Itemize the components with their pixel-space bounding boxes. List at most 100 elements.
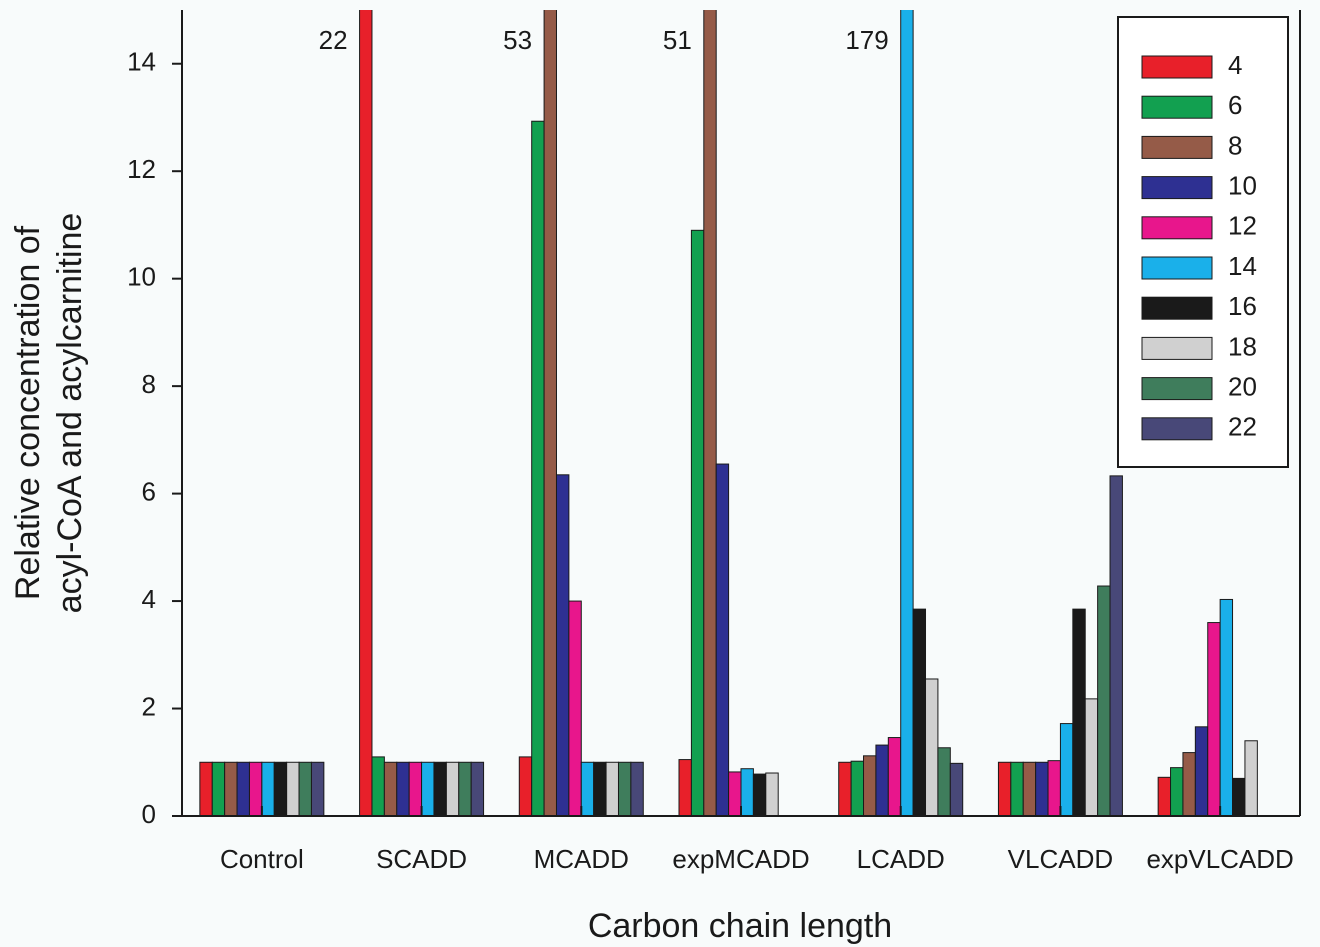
legend-label: 10 — [1228, 170, 1257, 200]
bar — [211, 761, 226, 816]
y-tick-label: 12 — [127, 154, 156, 184]
legend-label: 8 — [1228, 130, 1242, 160]
bar — [875, 744, 889, 816]
y-tick-label: 8 — [142, 369, 156, 399]
bar — [1010, 761, 1024, 816]
bar — [359, 10, 373, 816]
bar — [199, 761, 213, 816]
bar — [1059, 723, 1074, 816]
legend-swatch — [1141, 377, 1213, 401]
bar — [470, 761, 485, 816]
bar — [690, 229, 705, 816]
legend-swatch — [1141, 417, 1213, 441]
value-label: 51 — [663, 25, 692, 55]
y-tick-label: 10 — [127, 262, 156, 292]
legend-swatch — [1141, 176, 1213, 200]
legend-swatch — [1141, 336, 1213, 360]
bar — [912, 608, 927, 816]
legend-label: 12 — [1228, 211, 1257, 241]
bar — [433, 761, 447, 816]
bar — [887, 737, 902, 816]
bar — [580, 761, 595, 816]
bar — [383, 761, 398, 816]
bars — [199, 10, 1258, 816]
bar — [421, 761, 435, 816]
bar — [273, 761, 288, 816]
bar — [543, 10, 557, 816]
legend-label: 20 — [1228, 371, 1257, 401]
bar — [1244, 740, 1258, 816]
bar — [396, 761, 410, 816]
bar — [224, 761, 238, 816]
bar — [900, 10, 914, 816]
value-label: 22 — [319, 25, 348, 55]
legend-label: 14 — [1228, 251, 1257, 281]
bar — [1072, 608, 1086, 816]
y-tick-label: 14 — [127, 47, 156, 77]
bar — [1170, 767, 1184, 816]
bar — [740, 768, 754, 816]
bar — [949, 762, 964, 816]
bar — [925, 678, 939, 816]
bar — [1219, 598, 1234, 816]
bar — [248, 761, 263, 816]
x-tick-label: expMCADD — [672, 844, 809, 874]
bar — [752, 773, 767, 816]
bar — [518, 756, 533, 816]
legend-swatch — [1141, 216, 1213, 240]
legend-swatch — [1141, 296, 1213, 320]
legend-label: 16 — [1228, 291, 1257, 321]
bar — [937, 747, 951, 816]
bar — [1035, 761, 1049, 816]
bar — [458, 761, 472, 816]
legend-swatch — [1141, 95, 1213, 119]
bar — [997, 761, 1012, 816]
bar — [371, 756, 385, 816]
bar — [617, 761, 632, 816]
bar — [765, 772, 779, 816]
x-tick-label: VLCADD — [1008, 844, 1113, 874]
bar — [1207, 622, 1221, 816]
bar — [555, 474, 570, 816]
x-tick-label: Control — [220, 844, 304, 874]
bar — [286, 761, 300, 816]
bar — [310, 761, 325, 816]
legend-label: 22 — [1228, 412, 1257, 442]
bar — [531, 120, 545, 816]
bar — [728, 771, 742, 816]
legend-label: 6 — [1228, 90, 1242, 120]
y-axis-title: acyl-CoA and acylcarnitine — [51, 213, 89, 614]
y-tick-label: 6 — [142, 476, 156, 506]
bar — [1047, 760, 1061, 816]
bar — [630, 761, 644, 816]
bar — [408, 761, 423, 816]
bar — [863, 755, 877, 816]
bar — [1157, 776, 1172, 816]
x-tick-label: expVLCADD — [1146, 844, 1293, 874]
bar — [593, 761, 607, 816]
bar — [703, 10, 717, 816]
bar — [1084, 698, 1099, 816]
value-label: 53 — [503, 25, 532, 55]
x-tick-label: LCADD — [857, 844, 945, 874]
bar — [1182, 752, 1196, 816]
x-tick-label: MCADD — [534, 844, 629, 874]
legend-swatch — [1141, 55, 1213, 79]
bar — [1097, 585, 1111, 816]
bar — [850, 760, 865, 816]
bar — [678, 759, 692, 816]
bar — [838, 761, 852, 816]
y-tick-label: 4 — [142, 584, 156, 614]
bar — [261, 761, 275, 816]
legend-label: 18 — [1228, 331, 1257, 361]
legend-swatch — [1141, 256, 1213, 280]
bar — [236, 761, 250, 816]
bar — [715, 463, 730, 816]
bar — [1194, 726, 1209, 816]
bar — [298, 761, 312, 816]
y-tick-label: 2 — [142, 691, 156, 721]
x-axis-title: Carbon chain length — [588, 907, 892, 945]
legend-swatch — [1141, 135, 1213, 159]
bar — [1022, 761, 1037, 816]
